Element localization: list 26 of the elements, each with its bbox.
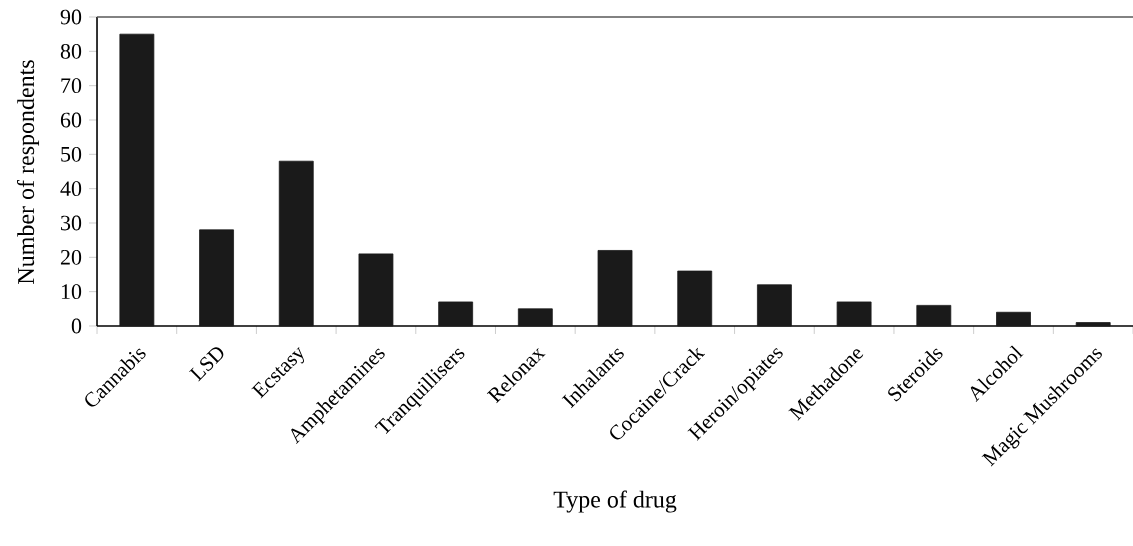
x-tick-label: LSD (189, 347, 224, 382)
bar (199, 229, 234, 327)
bar (1075, 322, 1111, 327)
y-tick-label: 60 (60, 112, 82, 128)
bar (677, 270, 713, 327)
y-tick-label: 10 (61, 284, 82, 300)
y-tick-label: 20 (60, 249, 82, 265)
y-tick-label: 80 (60, 43, 82, 59)
y-tick-label: 90 (60, 9, 82, 25)
x-axis-title: Type of drug (553, 490, 677, 513)
bar (597, 250, 633, 327)
bar (278, 160, 314, 327)
y-tick-label: 0 (71, 318, 82, 334)
bar (517, 308, 553, 327)
bar (358, 253, 394, 327)
y-axis-title: Number of respondents (17, 60, 40, 284)
y-tick-label: 50 (61, 146, 82, 162)
bar (916, 304, 952, 327)
bar (438, 301, 474, 327)
bar (836, 301, 872, 327)
y-tick-label: 30 (61, 215, 82, 231)
y-tick-label: 70 (61, 78, 82, 94)
bar (119, 33, 155, 327)
bar (757, 284, 792, 327)
bar (996, 311, 1031, 327)
y-tick-label: 40 (60, 181, 82, 197)
